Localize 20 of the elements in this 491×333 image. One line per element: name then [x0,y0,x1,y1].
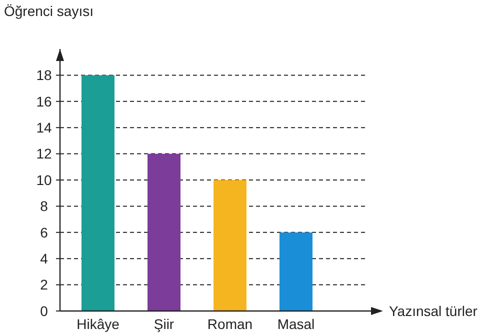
bar [148,154,180,311]
x-tick-label: Roman [207,316,253,332]
y-tick-label: 0 [40,302,48,319]
y-tick-label: 16 [36,93,52,110]
y-tick-label: 8 [40,198,48,214]
y-axis-title: Öğrenci sayısı [4,3,94,19]
x-tick-label: Şiir [154,316,174,332]
y-tick-label: 4 [40,250,48,266]
bar [214,180,246,311]
bar [82,75,114,311]
y-tick-label: 6 [40,224,48,240]
y-tick-label: 14 [36,120,52,136]
bar [280,232,312,311]
y-tick-label: 10 [36,172,52,188]
y-tick-label: 18 [36,67,52,84]
y-tick-label: 2 [40,276,48,293]
y-tick-label: 12 [36,146,52,162]
x-axis-title: Yazınsal türler [389,303,478,319]
x-tick-label: Masal [277,316,315,332]
x-tick-label: Hikâye [76,316,120,332]
